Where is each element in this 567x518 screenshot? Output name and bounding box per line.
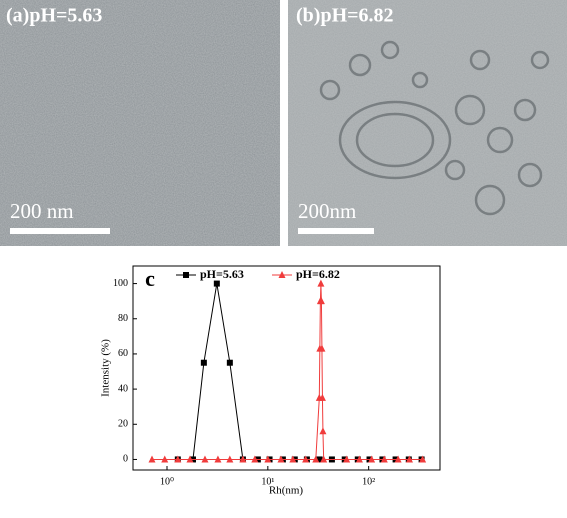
marker (239, 455, 247, 463)
marker (200, 359, 207, 366)
marker (201, 455, 209, 463)
y-tick-label: 40 (118, 383, 128, 394)
marker (312, 455, 320, 463)
marker (405, 455, 413, 463)
marker (226, 359, 233, 366)
panel-b: (b)pH=6.82 200nm (288, 0, 567, 246)
y-tick-label: 0 (123, 454, 128, 465)
series-line (152, 283, 423, 460)
chart: c Rh(nm) Intensity (%) 0 20 40 60 80 100 10⁰ 10… (100, 265, 441, 497)
marker (320, 455, 328, 463)
panel-a: (a)pH=5.63 200 nm (0, 0, 280, 246)
y-tick-label: 80 (118, 313, 128, 324)
marker (317, 297, 325, 305)
marker (318, 393, 326, 401)
legend-marker (278, 271, 286, 278)
marker (226, 455, 234, 463)
marker (319, 427, 327, 435)
marker (277, 455, 285, 463)
vesicles (319, 40, 550, 216)
marker (316, 456, 323, 463)
panel-label: (b)pH=6.82 (296, 5, 394, 27)
marker (368, 455, 376, 463)
scale-bar-label: 200nm (298, 199, 356, 223)
x-tick-label: 10² (362, 476, 375, 487)
x-axis-title: Rh(nm) (269, 485, 304, 497)
plot-frame (132, 265, 441, 471)
marker (302, 455, 310, 463)
marker (380, 455, 388, 463)
legend-label: pH=6.82 (296, 267, 340, 281)
marker (343, 455, 351, 463)
micrograph-texture (288, 0, 567, 246)
marker (251, 455, 259, 463)
x-tick-label: 10⁰ (160, 476, 174, 487)
y-tick-label: 60 (118, 348, 128, 359)
marker (174, 455, 182, 463)
micrograph-texture (0, 0, 280, 246)
scale-bar (298, 228, 374, 234)
marker (318, 344, 326, 352)
panel-label: c (145, 266, 155, 291)
marker (355, 455, 363, 463)
marker (264, 455, 272, 463)
series-line (177, 283, 422, 460)
scale-bar (10, 228, 110, 234)
legend-label: pH=5.63 (200, 267, 244, 281)
y-tick-label: 20 (118, 419, 128, 430)
marker (186, 455, 194, 463)
marker (148, 455, 156, 463)
marker (289, 455, 297, 463)
marker (394, 455, 402, 463)
marker (161, 455, 169, 463)
panel-label: (a)pH=5.63 (6, 5, 102, 27)
y-axis-title: Intensity (%) (100, 339, 112, 397)
scale-bar-label: 200 nm (10, 199, 74, 223)
marker (419, 455, 427, 463)
y-tick-label: 100 (113, 278, 128, 289)
x-tick-label: 10¹ (261, 476, 274, 487)
marker (213, 280, 220, 287)
legend-marker (183, 272, 189, 278)
marker (317, 279, 325, 287)
marker (214, 455, 222, 463)
